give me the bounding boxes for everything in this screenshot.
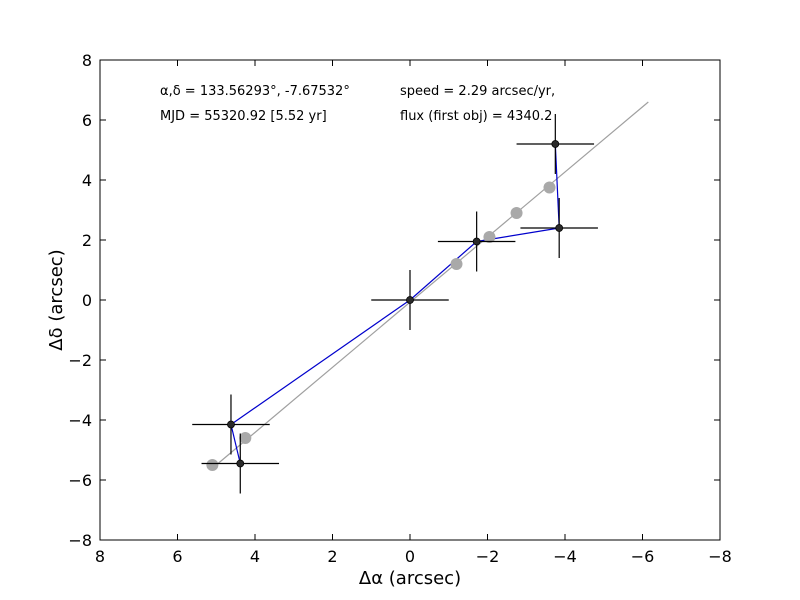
predicted-point-5 <box>543 181 556 194</box>
observed-point-5 <box>555 224 564 232</box>
predicted-points-layer <box>206 181 556 471</box>
fit-line-layer <box>215 101 649 466</box>
annotation-coords: α,δ = 133.56293°, -7.67532° <box>160 84 350 99</box>
y-tick-label-3: 2 <box>82 231 92 250</box>
x-tick-label-5: −2 <box>476 547 500 566</box>
predicted-point-4 <box>510 207 523 219</box>
observed-point-4 <box>551 140 560 148</box>
x-tick-label-4: 0 <box>405 547 415 566</box>
x-tick-label-1: 6 <box>172 547 182 566</box>
fit-line <box>215 101 649 466</box>
x-tick-label-0: 8 <box>95 547 105 566</box>
y-tick-label-7: −6 <box>68 471 92 490</box>
connector-line-2 <box>409 241 478 301</box>
y-tick-label-8: −8 <box>68 531 92 550</box>
observed-point-2 <box>406 296 414 304</box>
annotation-flux: flux (first obj) = 4340.2 <box>400 109 552 124</box>
x-tick-label-3: 2 <box>327 547 337 566</box>
connector-line-4 <box>554 143 560 229</box>
x-tick-label-2: 4 <box>250 547 260 566</box>
observed-point-0 <box>227 420 235 429</box>
observed-point-3 <box>472 237 481 246</box>
y-axis-title: Δδ (arcsec) <box>46 249 67 350</box>
y-tick-label-0: 8 <box>82 51 92 70</box>
y-tick-label-2: 4 <box>82 171 92 190</box>
y-tick-label-5: −2 <box>68 351 92 370</box>
predicted-point-0 <box>206 459 219 471</box>
connector-layer <box>230 143 560 464</box>
predicted-point-3 <box>483 231 496 243</box>
x-tick-label-7: −6 <box>631 547 655 566</box>
predicted-point-2 <box>450 258 463 270</box>
connector-line-0 <box>230 424 241 464</box>
predicted-point-1 <box>239 432 252 444</box>
x-axis-title: Δα (arcsec) <box>359 568 461 589</box>
connector-line-1 <box>230 299 411 425</box>
y-tick-label-6: −4 <box>68 411 92 430</box>
observed-points-layer <box>227 140 564 468</box>
x-tick-label-8: −8 <box>708 547 732 566</box>
annotation-mjd: MJD = 55320.92 [5.52 yr] <box>160 109 327 124</box>
y-tick-label-4: 0 <box>82 291 92 310</box>
x-tick-label-6: −4 <box>553 547 577 566</box>
y-tick-label-1: 6 <box>82 111 92 130</box>
annotation-speed: speed = 2.29 arcsec/yr, <box>400 84 555 99</box>
observed-point-1 <box>236 459 245 468</box>
